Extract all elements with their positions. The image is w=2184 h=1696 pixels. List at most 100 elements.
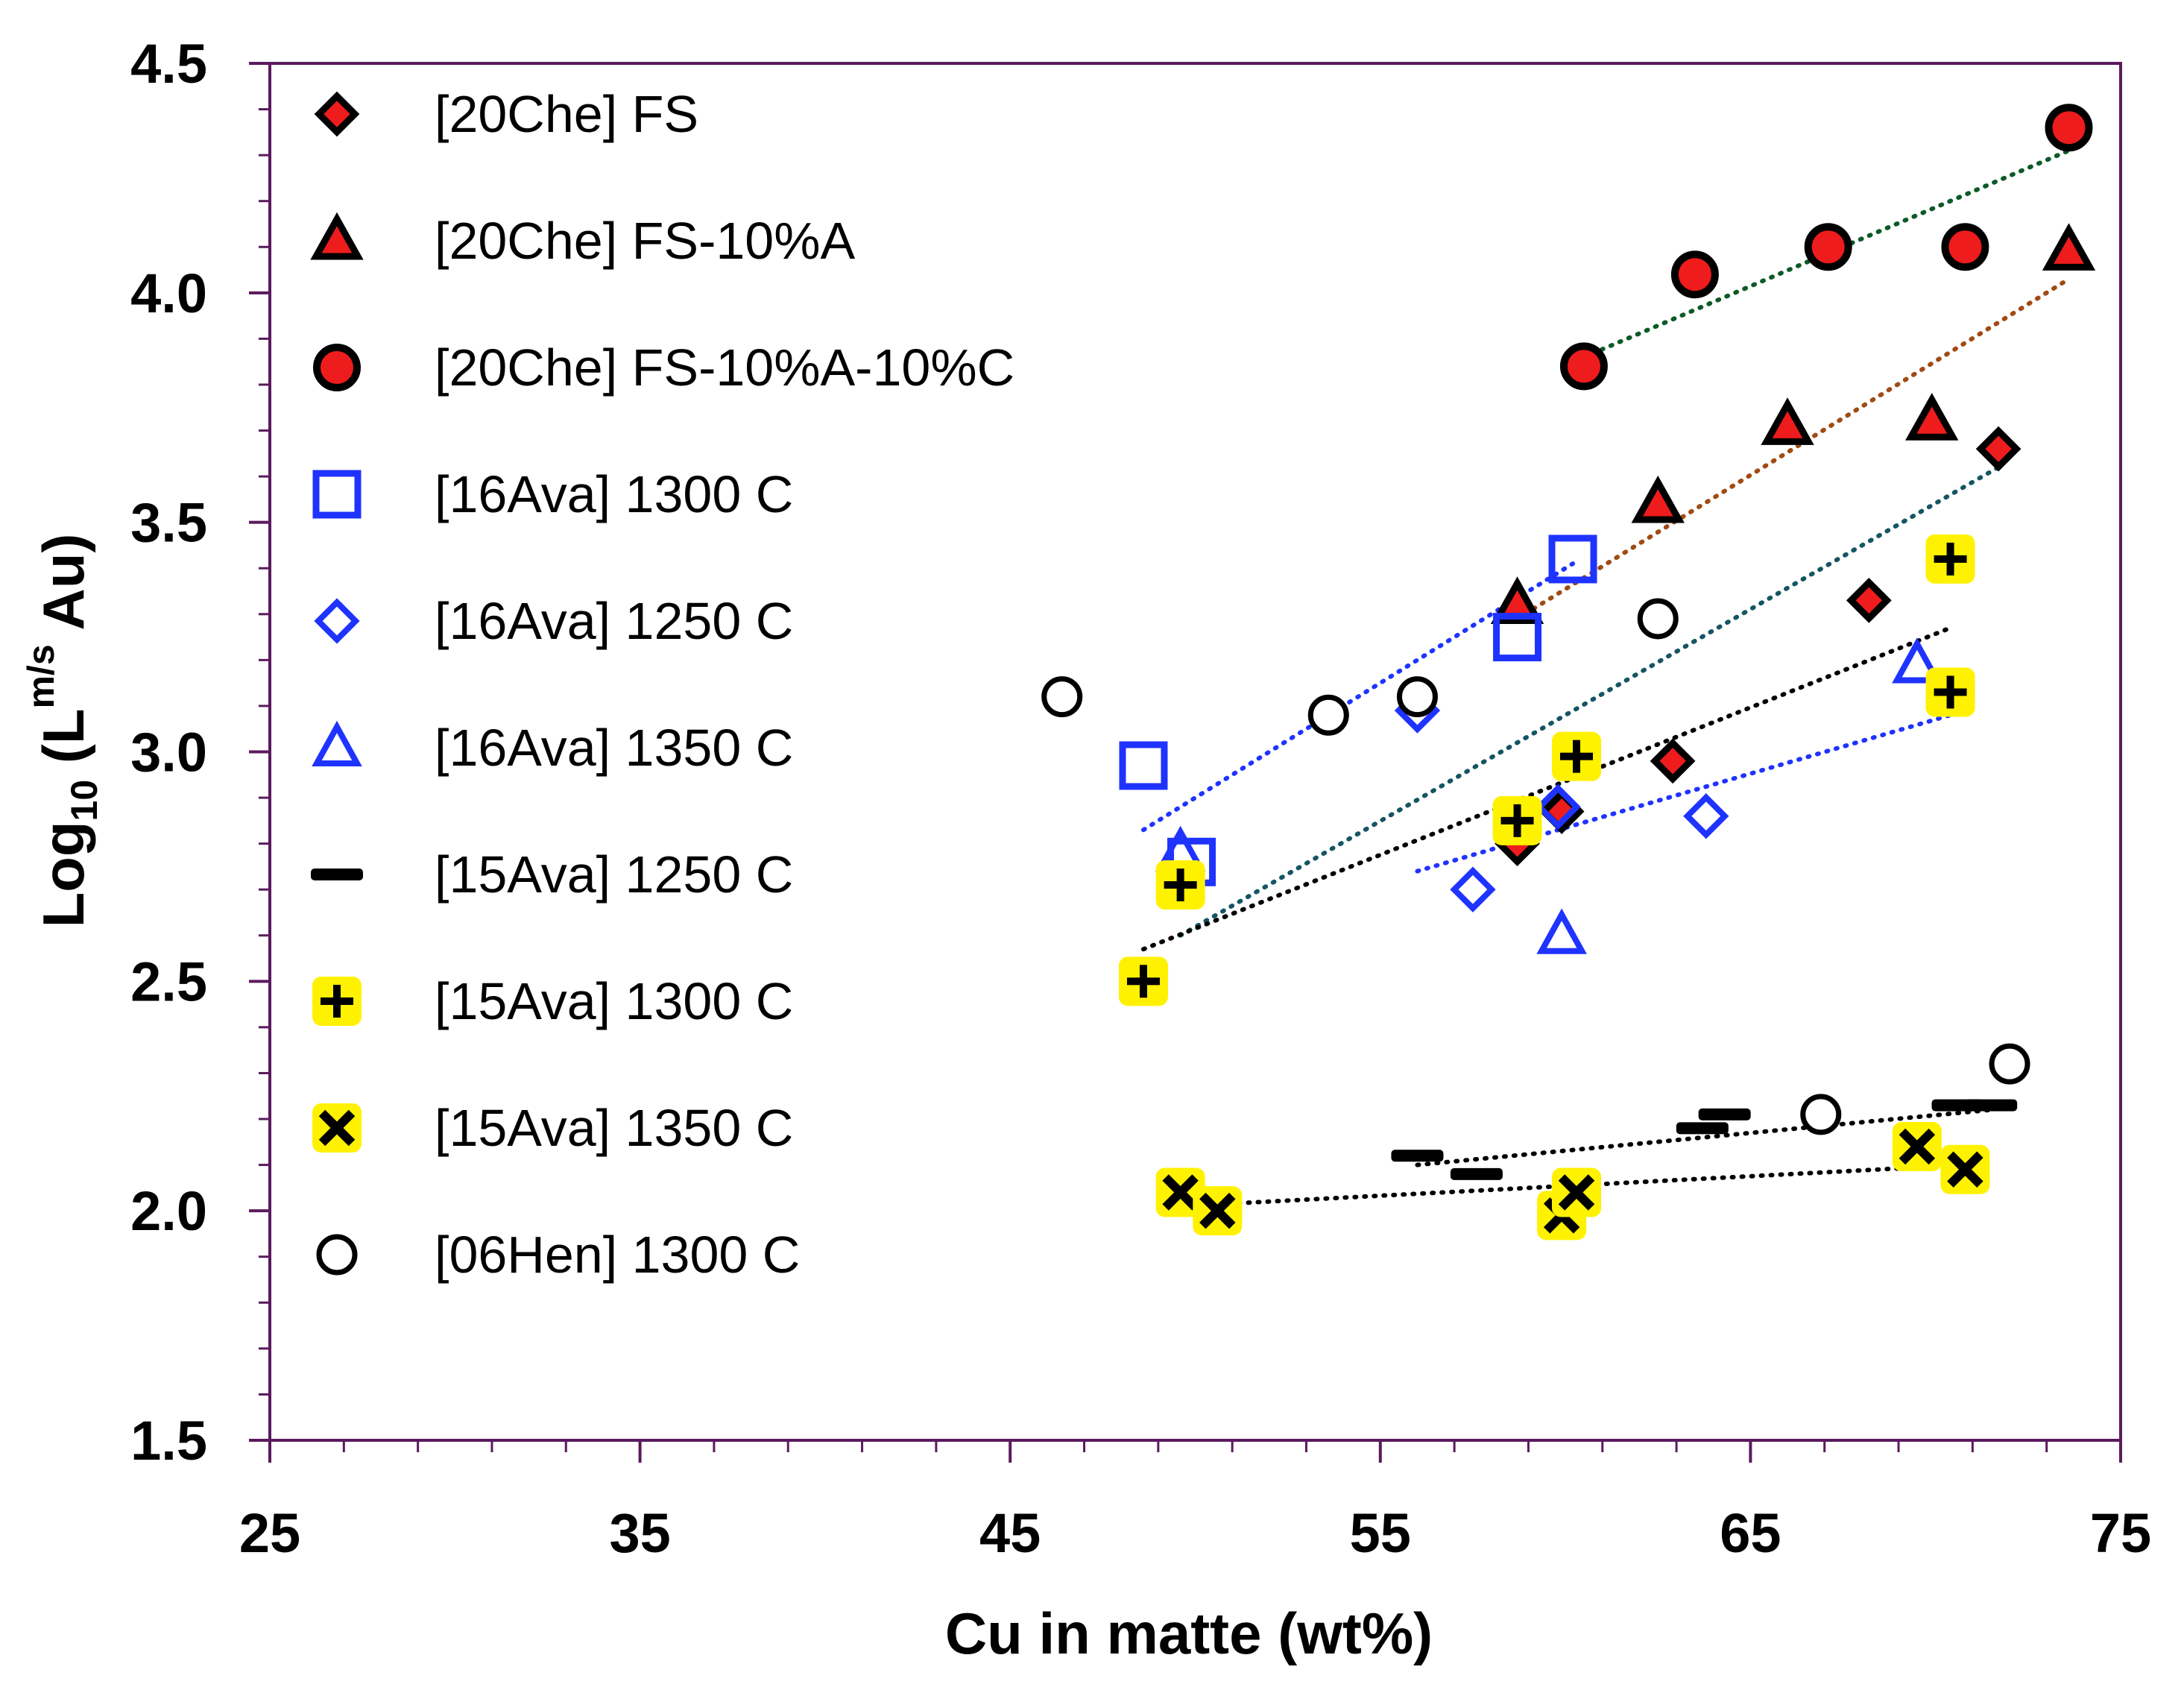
data-point xyxy=(1119,741,1168,790)
legend-item: [20Che] FS xyxy=(314,85,698,143)
x-tick-labels: 25 35 45 55 65 75 xyxy=(239,1502,2151,1564)
legend-label: [15Ava] 1300 C xyxy=(435,972,793,1030)
data-point xyxy=(1965,1099,2018,1112)
data-point xyxy=(1396,676,1438,718)
x-tick-label: 75 xyxy=(2090,1502,2151,1564)
data-point xyxy=(1118,956,1168,1006)
legend-marker xyxy=(310,212,364,260)
data-point xyxy=(1698,1108,1751,1120)
legend-marker xyxy=(314,91,360,137)
legend: [20Che] FS [20Che] FS-10%A [20Che] FS-10%A… xyxy=(310,85,1014,1284)
legend-label: [06Hen] 1300 C xyxy=(435,1226,800,1284)
x-tick-label: 35 xyxy=(609,1502,670,1564)
legend-marker xyxy=(312,1103,362,1153)
data-point xyxy=(1925,534,1975,584)
data-point xyxy=(1535,784,1581,830)
data-point xyxy=(1631,475,1685,523)
y-tick-label: 2.5 xyxy=(130,951,207,1012)
data-point xyxy=(1490,576,1544,624)
x-tick-label: 55 xyxy=(1350,1502,1411,1564)
data-point xyxy=(1391,1150,1444,1162)
y-tick-label: 3.5 xyxy=(130,492,207,554)
data-point xyxy=(1551,731,1601,781)
legend-label: [16Ava] 1300 C xyxy=(435,465,793,523)
data-point xyxy=(1193,1186,1243,1236)
data-markers xyxy=(1041,104,2096,1241)
data-point xyxy=(1804,223,1852,271)
y-axis-title-base: Log xyxy=(31,821,96,927)
legend-item: [16Ava] 1300 C xyxy=(312,465,793,523)
legend-marker xyxy=(312,470,362,519)
y-tick-labels: 1.5 2.0 2.5 3.0 3.5 4.0 4.5 xyxy=(130,33,207,1472)
data-point xyxy=(1905,393,1959,441)
y-axis-title-close: Au) xyxy=(31,534,96,645)
data-point xyxy=(1975,426,2022,472)
data-point xyxy=(1925,667,1975,717)
data-point xyxy=(1559,342,1608,391)
y-tick-label: 4.5 xyxy=(130,33,207,95)
x-axis-title: Cu in matte (wt%) xyxy=(945,1601,1433,1666)
legend-marker xyxy=(312,720,362,766)
legend-label: [20Che] FS-10%A xyxy=(435,212,855,270)
legend-label: [15Ava] 1250 C xyxy=(435,845,793,904)
data-point xyxy=(1450,1167,1503,1180)
plot-area xyxy=(249,62,2122,1463)
legend-marker xyxy=(312,977,362,1026)
data-point xyxy=(1493,613,1542,662)
trendline xyxy=(1415,713,1953,874)
y-tick-label: 1.5 xyxy=(130,1410,207,1472)
legend-item: [20Che] FS-10%A xyxy=(310,212,855,270)
trendline xyxy=(1178,464,2001,938)
data-point xyxy=(1492,795,1542,845)
trendline xyxy=(1140,561,1576,833)
data-point xyxy=(1450,866,1496,912)
legend-item: [15Ava] 1300 C xyxy=(312,972,793,1030)
legend-label: [16Ava] 1350 C xyxy=(435,719,793,777)
y-axis-title-open: (L xyxy=(31,709,96,780)
data-point xyxy=(1548,535,1597,584)
legend-marker xyxy=(311,869,363,880)
legend-marker xyxy=(314,598,360,644)
data-point xyxy=(1761,397,1814,445)
data-point xyxy=(1676,1122,1729,1135)
y-tick-label: 2.0 xyxy=(130,1180,207,1242)
y-tick-label: 3.0 xyxy=(130,722,207,784)
legend-label: [15Ava] 1350 C xyxy=(435,1099,793,1157)
data-point xyxy=(2042,223,2096,271)
legend-label: [20Che] FS-10%A-10%C xyxy=(435,338,1014,397)
data-point xyxy=(1551,1167,1601,1217)
legend-label: [20Che] FS xyxy=(435,85,698,143)
legend-item: [06Hen] 1300 C xyxy=(316,1226,800,1284)
data-point xyxy=(1846,577,1892,623)
legend-marker xyxy=(316,1234,358,1276)
legend-item: [16Ava] 1350 C xyxy=(312,719,793,777)
data-point xyxy=(1683,793,1729,839)
data-point xyxy=(1637,598,1679,640)
legend-item: [15Ava] 1250 C xyxy=(311,845,793,904)
data-point xyxy=(1307,694,1349,736)
data-point xyxy=(1650,738,1696,784)
legend-label: [16Ava] 1250 C xyxy=(435,592,793,650)
trendline xyxy=(1515,277,2071,621)
data-point xyxy=(1155,860,1205,910)
x-tick-label: 45 xyxy=(979,1502,1041,1564)
data-point xyxy=(1536,908,1587,954)
data-point xyxy=(1041,676,1083,718)
legend-marker xyxy=(313,344,361,391)
data-point xyxy=(2045,104,2093,152)
data-point xyxy=(1989,1043,2030,1085)
y-axis-title-sup: m/s xyxy=(20,644,62,708)
data-point xyxy=(1940,1144,1990,1194)
data-point xyxy=(1941,223,1989,271)
x-tick-label: 25 xyxy=(239,1502,300,1564)
x-tick-label: 65 xyxy=(1720,1502,1781,1564)
data-point xyxy=(1892,637,1942,684)
trendline xyxy=(1415,1107,1994,1167)
y-axis-title-sub: 10 xyxy=(63,780,105,822)
y-tick-label: 4.0 xyxy=(130,262,207,324)
legend-item: [16Ava] 1250 C xyxy=(314,592,793,650)
data-point xyxy=(1892,1121,1942,1171)
trendline xyxy=(1140,625,1953,952)
data-point xyxy=(1670,250,1719,299)
